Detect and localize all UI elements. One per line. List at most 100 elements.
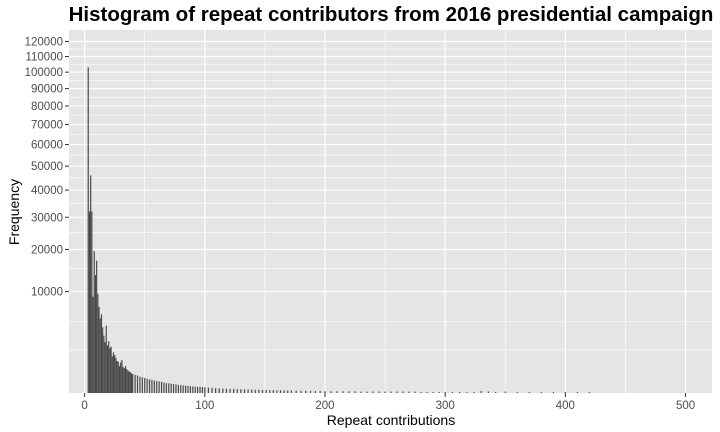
histogram-bar — [97, 294, 99, 393]
histogram-bar — [207, 387, 210, 393]
histogram-bar — [127, 370, 129, 393]
y-tick-label: 100000 — [25, 67, 63, 79]
histogram-bar — [247, 389, 249, 393]
x-tick-label: 500 — [676, 400, 695, 412]
x-tick-label: 400 — [556, 400, 575, 412]
histogram-bar — [420, 391, 422, 393]
histogram-bar — [151, 379, 153, 393]
histogram-bar — [348, 391, 350, 393]
histogram-bar — [172, 384, 175, 393]
histogram-bar — [189, 386, 191, 393]
major-grid — [69, 30, 712, 393]
x-axis-label: Repeat contributions — [327, 412, 455, 428]
histogram-bar — [132, 374, 134, 393]
histogram-bar — [126, 368, 128, 393]
histogram-bar — [124, 366, 127, 393]
histogram-bar — [290, 390, 292, 393]
histogram-bar — [438, 391, 440, 393]
x-tick-label: 0 — [81, 400, 87, 412]
histogram-bar — [459, 391, 461, 393]
histogram-bar — [112, 352, 115, 393]
histogram-bar — [128, 371, 130, 393]
histogram-bar — [108, 341, 110, 393]
histogram-bar — [473, 391, 475, 393]
histogram-bar — [229, 388, 231, 393]
histogram-bar — [366, 391, 368, 393]
histogram-bar — [243, 389, 246, 393]
histogram-bar — [104, 342, 106, 393]
histogram-bar — [236, 389, 238, 393]
histogram-bar — [192, 386, 194, 393]
histogram-bar — [94, 275, 97, 393]
histogram-bar — [222, 388, 224, 393]
histogram-bar — [105, 325, 107, 393]
histogram-bar — [184, 385, 187, 393]
histogram-bar — [148, 379, 151, 393]
histogram-bar — [269, 390, 271, 393]
histogram-bar — [199, 386, 201, 393]
histogram-bar — [444, 391, 446, 393]
histogram-bar — [495, 391, 497, 393]
histogram-bar — [330, 391, 332, 393]
chart-title: Histogram of repeat contributors from 20… — [69, 3, 714, 26]
plot-panel — [69, 30, 712, 393]
histogram-bar — [121, 360, 123, 393]
histogram-bar — [314, 390, 316, 393]
histogram-bar — [342, 391, 344, 393]
histogram-bar — [487, 391, 490, 393]
histogram-bar — [528, 391, 530, 393]
histogram-bar — [130, 373, 133, 393]
histogram-bar — [396, 391, 398, 393]
histogram-bar — [106, 345, 109, 393]
histogram-bar — [115, 357, 117, 393]
histogram-bar — [300, 390, 302, 393]
histogram-bar — [196, 386, 199, 393]
histogram-bar — [287, 390, 289, 393]
histogram-bar — [129, 372, 131, 393]
y-tick-label: 10000 — [31, 287, 63, 299]
histogram-bar — [408, 391, 410, 393]
histogram-bar — [111, 356, 113, 393]
histogram-bar — [201, 387, 204, 393]
histogram-bar — [116, 360, 118, 393]
histogram-bar — [251, 389, 253, 393]
y-tick-label: 20000 — [31, 245, 63, 257]
y-tick-label: 70000 — [31, 120, 63, 132]
histogram-bar — [136, 375, 139, 393]
x-tick-label: 200 — [315, 400, 334, 412]
histogram-bar — [170, 383, 172, 393]
histogram-bar — [103, 335, 105, 393]
histogram-bar — [117, 361, 119, 393]
y-tick-label: 90000 — [31, 84, 63, 96]
histogram-bar — [90, 175, 92, 393]
histogram-bar — [276, 390, 278, 393]
histogram-bar — [93, 251, 95, 393]
histogram-bar — [168, 383, 170, 393]
histogram-bar — [564, 391, 566, 393]
histogram-bar — [204, 387, 206, 393]
histogram-bar — [215, 388, 217, 393]
histogram-bar — [360, 391, 362, 393]
histogram-bar — [272, 390, 274, 393]
histogram-bar — [305, 390, 307, 393]
histogram-bar — [540, 391, 542, 393]
histogram-bar — [141, 377, 143, 393]
histogram-bar — [480, 390, 482, 393]
y-tick-label: 50000 — [31, 161, 63, 173]
histogram-bar — [426, 391, 428, 393]
histogram-bar — [319, 390, 321, 393]
histogram-bar — [261, 389, 264, 393]
histogram-bar — [120, 362, 122, 393]
histogram-bar — [165, 383, 167, 393]
histogram-bar — [118, 366, 121, 393]
histogram-bar — [194, 386, 196, 393]
histogram-bar — [110, 346, 112, 393]
histogram-bar — [576, 391, 578, 393]
histogram-bar — [283, 390, 285, 393]
x-axis: 0 100 200 300 400 500 — [81, 393, 695, 412]
histogram-bar — [254, 389, 256, 393]
histogram-bar — [175, 384, 177, 393]
histogram-bar — [88, 211, 91, 393]
histogram-bars — [87, 67, 591, 394]
